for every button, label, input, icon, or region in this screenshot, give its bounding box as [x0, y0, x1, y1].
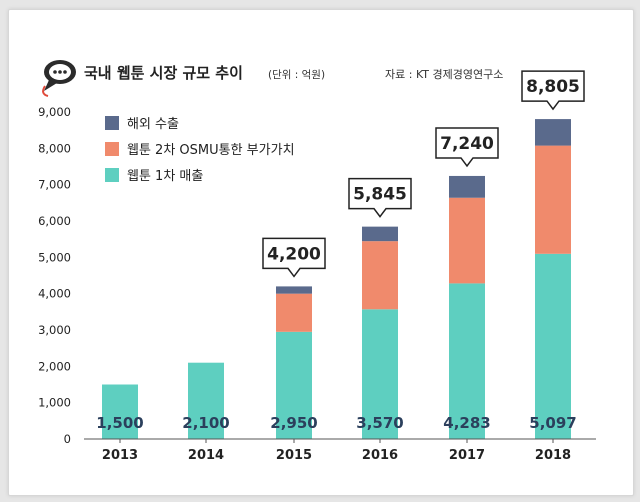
total-callout-box	[262, 237, 326, 278]
total-value-label: 4,200	[267, 244, 321, 264]
bar-segment	[362, 226, 398, 242]
base-value-label: 4,283	[443, 414, 490, 432]
x-tick-label: 2016	[362, 448, 398, 463]
source-label: 자료 : KT 경제경영연구소	[385, 68, 503, 81]
total-callout-box	[521, 70, 585, 111]
y-tick-label: 0	[64, 432, 71, 446]
legend-label-secondary: 웹툰 2차 OSMU통한 부가가치	[127, 143, 295, 158]
base-value-label: 5,097	[529, 414, 576, 432]
bar-segment	[276, 293, 312, 332]
bar-segment	[276, 286, 312, 294]
unit-label: (단위 : 억원)	[268, 68, 325, 81]
y-tick-label: 9,000	[38, 105, 71, 119]
x-tick-label: 2013	[102, 448, 138, 463]
x-axis: 2013 2014 2015 2016 2017 2018	[84, 438, 596, 463]
y-tick-label: 7,000	[38, 178, 71, 192]
legend: 해외 수출 웹툰 2차 OSMU통한 부가가치 웹툰 1차 매출	[105, 116, 295, 184]
legend-swatch-primary	[105, 168, 119, 182]
bar-segment	[449, 197, 485, 284]
bar-segment	[535, 253, 571, 439]
legend-swatch-overseas	[105, 116, 119, 130]
legend-label-primary: 웹툰 1차 매출	[127, 169, 203, 184]
total-value-label: 7,240	[440, 134, 494, 154]
y-tick-label: 1,000	[38, 396, 71, 410]
y-tick-label: 8,000	[38, 141, 71, 155]
base-value-label: 1,500	[96, 414, 143, 432]
total-callout-box	[435, 127, 499, 168]
speech-bubble-icon	[42, 60, 76, 97]
bar-segment	[188, 362, 224, 439]
x-tick-label: 2014	[188, 448, 224, 463]
x-tick-label: 2017	[449, 448, 485, 463]
y-tick-label: 3,000	[38, 323, 71, 337]
bar-segment	[449, 175, 485, 198]
y-axis: 0 1,000 2,000 3,000 4,000 5,000 6,000 7,000 8,00…	[38, 105, 71, 446]
legend-swatch-secondary	[105, 142, 119, 156]
data-labels: 1,500 2,100 2,950 3,570 4,283 5,097	[96, 414, 576, 432]
y-tick-label: 2,000	[38, 359, 71, 373]
bar-segment	[449, 283, 485, 439]
legend-label-overseas: 해외 수출	[127, 117, 179, 132]
y-tick-label: 5,000	[38, 250, 71, 264]
base-value-label: 3,570	[356, 414, 403, 432]
bar-segment	[102, 384, 138, 439]
bar-segment	[276, 331, 312, 439]
x-tick-label: 2018	[535, 448, 571, 463]
bar-segment	[535, 145, 571, 254]
base-value-label: 2,950	[270, 414, 317, 432]
chart-title: 국내 웹툰 시장 규모 추이	[84, 64, 243, 82]
bar-segment	[535, 119, 571, 146]
base-value-label: 2,100	[182, 414, 229, 432]
total-callout-box	[348, 177, 412, 218]
bars	[102, 119, 571, 439]
total-value-label: 5,845	[353, 185, 407, 205]
bar-segment	[362, 309, 398, 439]
total-callouts: 4,200 5,845 7,240 8,805	[262, 70, 585, 278]
total-value-label: 8,805	[526, 77, 580, 97]
x-tick-label: 2015	[276, 448, 312, 463]
y-tick-label: 6,000	[38, 214, 71, 228]
y-tick-label: 4,000	[38, 287, 71, 301]
bar-segment	[362, 241, 398, 310]
